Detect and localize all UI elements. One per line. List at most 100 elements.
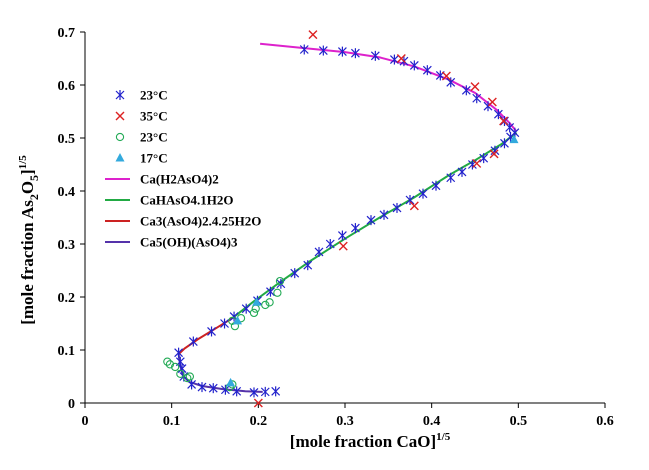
- data-point-x: [396, 54, 406, 63]
- data-point-x: [487, 97, 497, 107]
- data-point-star: [249, 387, 259, 398]
- x-tick-label: 0.3: [336, 414, 354, 429]
- data-point-x: [308, 30, 318, 40]
- data-point-x: [409, 201, 419, 211]
- legend-label: Ca5(OH)(AsO4)3: [140, 235, 238, 250]
- data-point-star: [299, 44, 309, 55]
- data-point-circle: [165, 360, 175, 369]
- data-point-star: [175, 356, 185, 367]
- data-point-star: [446, 77, 456, 88]
- y-axis-label-sub1: 2: [27, 194, 41, 200]
- data-point-triangle: [226, 377, 236, 387]
- data-point-star: [318, 45, 328, 56]
- legend: 23°C 35°C 23°C 17°C Ca(H2AsO4)2 CaHAsO4.1H2O C…: [105, 88, 261, 250]
- data-point-circle: [273, 288, 282, 297]
- data-point-star: [337, 230, 347, 241]
- x-tick-label: 0.6: [596, 414, 614, 429]
- data-point-star: [392, 202, 402, 213]
- x-axis-label: [mole fraction CaO]1/5: [290, 431, 451, 451]
- data-point-star: [457, 166, 467, 177]
- legend-label: 23°C: [140, 88, 168, 103]
- legend-label: 35°C: [140, 109, 168, 124]
- y-tick-label: 0.5: [58, 132, 76, 147]
- data-point-star: [325, 239, 335, 249]
- data-point-star: [220, 318, 229, 329]
- series-line-4: [259, 42, 518, 133]
- y-tick-label: 0.4: [58, 185, 76, 200]
- legend-item: 23°C: [115, 88, 168, 103]
- legend-swatch: [115, 111, 125, 121]
- x-axis-label-text: [mole fraction CaO]: [290, 432, 436, 451]
- data-point-circle: [275, 276, 285, 286]
- series-markers: [163, 30, 520, 408]
- y-tick-label: 0.3: [58, 238, 76, 253]
- data-point-star: [207, 326, 216, 337]
- data-point-star: [446, 172, 456, 183]
- legend-item: 35°C: [115, 109, 168, 124]
- data-point-circle: [265, 298, 274, 307]
- data-point-x: [489, 149, 499, 159]
- legend-item: 17°C: [115, 151, 168, 166]
- legend-label: Ca(H2AsO4)2: [140, 172, 219, 187]
- legend-label: CaHAsO4.1H2O: [140, 193, 234, 208]
- data-point-star: [461, 85, 471, 96]
- data-point-star: [422, 65, 432, 76]
- y-tick-label: 0.2: [58, 291, 76, 306]
- data-point-star: [174, 347, 184, 358]
- legend-label: 23°C: [140, 130, 168, 145]
- data-point-star: [409, 60, 419, 71]
- data-point-x: [472, 158, 482, 168]
- data-point-star: [314, 246, 324, 257]
- x-tick-label: 0.1: [163, 414, 181, 429]
- data-point-star: [197, 382, 207, 393]
- data-point-circle: [261, 300, 270, 310]
- x-tick-label: 0.5: [510, 414, 528, 429]
- series-line-6: [177, 317, 233, 355]
- data-point-star: [350, 48, 360, 59]
- data-point-x: [499, 116, 509, 126]
- x-tick-label: 0.4: [423, 414, 441, 429]
- legend-swatch: [115, 132, 125, 142]
- data-point-star: [188, 336, 198, 347]
- data-point-x: [441, 71, 451, 81]
- legend-swatch: [115, 153, 125, 162]
- data-point-star: [431, 180, 441, 191]
- data-point-triangle: [509, 134, 519, 144]
- data-point-star: [337, 46, 347, 57]
- axes: 0 0.1 0.2 0.3 0.4 0.5 0.6 00.10.20.30.40.50.60…: [58, 26, 614, 429]
- data-point-star: [177, 363, 187, 374]
- y-axis-label-sup: 1/5: [17, 155, 29, 170]
- y-axis-label-main: [mole fraction As: [18, 200, 37, 325]
- data-point-star: [366, 215, 376, 226]
- legend-item: Ca3(AsO4)2.4.25H2O: [105, 214, 261, 229]
- data-point-star: [208, 383, 218, 394]
- y-tick-label: 0.6: [58, 79, 76, 94]
- data-point-star: [241, 303, 251, 314]
- y-tick-label: 0.1: [58, 344, 76, 359]
- data-point-star: [232, 386, 242, 397]
- data-point-star: [405, 195, 415, 206]
- legend-item: 23°C: [115, 130, 168, 145]
- x-tick-label: 0: [82, 414, 89, 429]
- data-point-star: [370, 50, 380, 61]
- data-point-circle: [249, 308, 259, 318]
- data-point-star: [290, 268, 300, 279]
- data-point-triangle: [233, 315, 243, 325]
- data-point-star: [271, 386, 281, 397]
- data-point-star: [479, 153, 489, 164]
- x-ticks: 0 0.1 0.2 0.3 0.4 0.5 0.6: [82, 403, 614, 429]
- data-point-star: [500, 138, 509, 149]
- y-axis-label: [mole fraction As2O5]1/5: [17, 155, 41, 325]
- legend-item: CaHAsO4.1H2O: [105, 193, 234, 208]
- x-axis-label-sup: 1/5: [436, 431, 451, 443]
- y-tick-label: 0: [68, 397, 75, 412]
- data-point-x: [470, 82, 480, 92]
- data-point-circle: [170, 362, 180, 372]
- data-point-circle: [176, 369, 185, 378]
- data-point-x: [338, 241, 348, 251]
- data-point-star: [472, 93, 482, 104]
- data-point-circle: [185, 372, 195, 381]
- data-point-circle: [163, 357, 172, 366]
